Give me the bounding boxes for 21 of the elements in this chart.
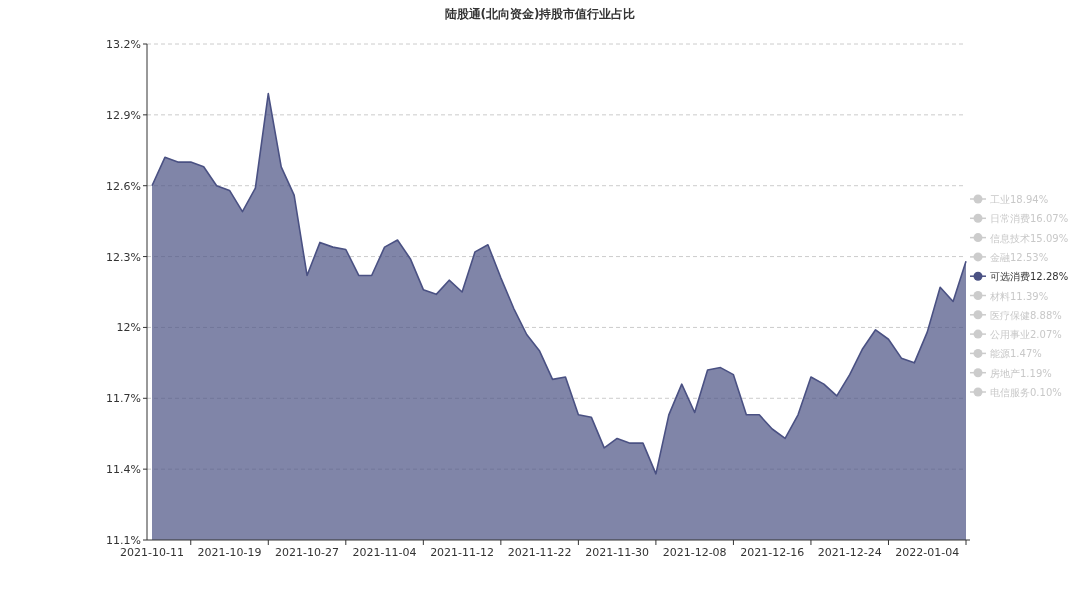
x-tick-label: 2021-10-11 [120,546,184,559]
x-tick-label: 2021-10-27 [275,546,340,559]
y-tick-label: 12.6% [106,179,141,193]
x-tick-label: 2022-01-04 [895,546,960,559]
x-tick-label: 2021-12-08 [662,546,727,559]
y-tick-label: 11.1% [106,534,141,547]
y-tick-label: 12.3% [106,250,141,264]
x-tick-label: 2021-11-30 [585,546,650,559]
chart-title: 陆股通(北向资金)持股市值行业占比 [444,7,636,21]
x-tick-label: 2021-11-22 [507,546,572,559]
y-tick-label: 12% [116,321,141,335]
x-tick-label: 2021-11-04 [352,546,417,559]
x-tick-label: 2021-12-16 [740,546,805,559]
y-tick-label: 13.2% [106,38,141,51]
x-tick-label: 2021-10-19 [197,546,262,559]
x-tick-label: 2021-12-24 [817,546,882,559]
y-tick-label: 12.9% [106,108,141,122]
y-tick-label: 11.7% [106,392,141,406]
legend-label: 可选消费12.28% [990,271,1069,283]
y-tick-label: 11.4% [106,463,141,477]
x-tick-label: 2021-11-12 [430,546,495,559]
